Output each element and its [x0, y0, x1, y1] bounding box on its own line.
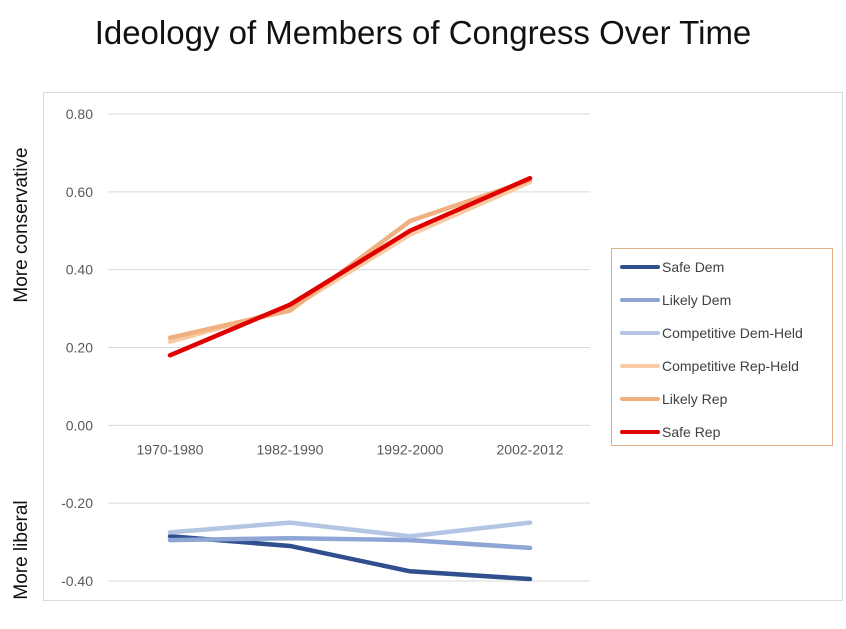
x-tick-label: 1982-1990	[257, 441, 324, 457]
legend-swatch	[620, 430, 660, 434]
y-tick-label: 0.80	[66, 106, 93, 122]
y-tick-label: 0.40	[66, 262, 93, 278]
legend-swatch	[620, 397, 660, 401]
y-tick-label: 0.00	[66, 417, 93, 433]
legend-item: Safe Rep	[620, 422, 720, 442]
legend-item: Likely Rep	[620, 389, 727, 409]
y-tick-label: -0.40	[61, 573, 93, 589]
legend-label: Competitive Dem-Held	[662, 325, 803, 341]
legend-swatch	[620, 364, 660, 368]
legend-item: Competitive Rep-Held	[620, 356, 799, 376]
x-tick-label: 1992-2000	[377, 441, 444, 457]
series-line-competitive-dem-held	[167, 520, 533, 539]
x-tick-label: 1970-1980	[137, 441, 204, 457]
series-line-competitive-rep-held	[167, 179, 533, 344]
legend-item: Competitive Dem-Held	[620, 323, 803, 343]
y-tick-label: 0.20	[66, 340, 93, 356]
y-tick-label: 0.60	[66, 184, 93, 200]
legend-label: Competitive Rep-Held	[662, 358, 799, 374]
legend-label: Safe Rep	[662, 424, 721, 440]
legend-item: Safe Dem	[620, 257, 724, 277]
plot-area-border	[43, 92, 843, 601]
y-tick-label: -0.20	[61, 495, 93, 511]
legend-swatch	[620, 331, 660, 335]
legend-swatch	[620, 265, 660, 269]
legend-label: Likely Rep	[662, 391, 728, 407]
series-line-safe-rep	[167, 175, 533, 358]
series-line-likely-dem	[167, 535, 533, 551]
x-tick-label: 2002-2012	[497, 441, 564, 457]
legend-label: Likely Dem	[662, 292, 732, 308]
legend-item: Likely Dem	[620, 290, 731, 310]
legend-swatch	[620, 298, 660, 302]
legend-label: Safe Dem	[662, 259, 725, 275]
chart-title: Ideology of Members of Congress Over Tim…	[94, 14, 752, 51]
legend: Safe Dem Likely Dem Competitive Dem-Held Co…	[611, 248, 833, 446]
